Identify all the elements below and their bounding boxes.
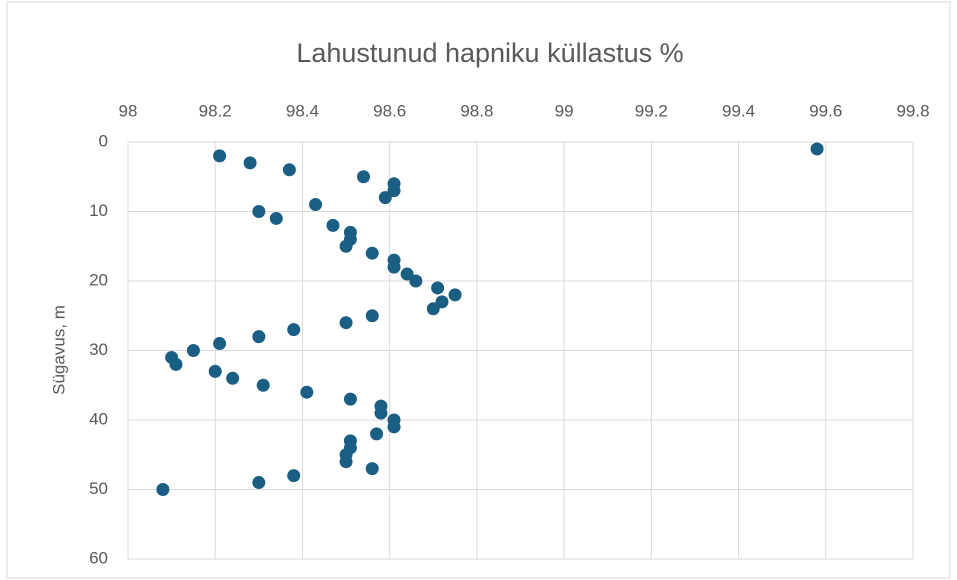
y-tick-label: 60 bbox=[89, 548, 108, 567]
y-tick-label: 0 bbox=[99, 131, 108, 150]
chart-title: Lahustunud hapniku küllastus % bbox=[296, 38, 683, 68]
point bbox=[409, 274, 423, 288]
y-tick-label: 40 bbox=[89, 409, 108, 428]
point bbox=[339, 316, 353, 330]
point bbox=[387, 184, 401, 198]
x-tick-label: 99 bbox=[555, 101, 574, 120]
x-tick-label: 98.8 bbox=[460, 101, 493, 120]
point bbox=[169, 357, 183, 371]
point bbox=[300, 385, 314, 399]
point bbox=[243, 156, 257, 170]
y-tick-label: 50 bbox=[89, 479, 108, 498]
point bbox=[252, 330, 266, 344]
point bbox=[186, 344, 200, 357]
y-tick-label: 10 bbox=[89, 201, 108, 220]
x-tick-label: 98.4 bbox=[286, 101, 319, 120]
point bbox=[426, 302, 440, 316]
point bbox=[252, 476, 266, 490]
point bbox=[365, 309, 379, 323]
point bbox=[269, 211, 283, 225]
point bbox=[326, 218, 340, 232]
y-tick-label: 30 bbox=[89, 340, 108, 359]
point bbox=[370, 427, 384, 441]
point bbox=[339, 239, 353, 253]
x-tick-label: 98.6 bbox=[373, 101, 406, 120]
point bbox=[357, 170, 370, 184]
point bbox=[256, 378, 270, 392]
point bbox=[226, 371, 240, 385]
point bbox=[374, 406, 388, 420]
point bbox=[387, 420, 401, 434]
point bbox=[365, 246, 379, 260]
x-tick-label: 99.8 bbox=[896, 101, 929, 120]
x-tick-label: 99.6 bbox=[809, 101, 842, 120]
point bbox=[213, 337, 227, 351]
point bbox=[387, 260, 401, 274]
point bbox=[287, 469, 301, 483]
point bbox=[309, 198, 323, 212]
x-tick-label: 98 bbox=[119, 101, 138, 120]
chart-frame bbox=[6, 1, 951, 579]
point bbox=[431, 281, 445, 295]
point bbox=[378, 191, 392, 205]
point bbox=[435, 295, 449, 309]
y-axis-label: Sügavus, m bbox=[49, 305, 68, 395]
y-tick-label: 20 bbox=[89, 270, 108, 289]
point bbox=[213, 149, 227, 163]
point bbox=[156, 483, 170, 496]
point bbox=[448, 288, 462, 302]
x-tick-label: 99.2 bbox=[635, 101, 668, 120]
point bbox=[365, 462, 379, 476]
point bbox=[252, 205, 266, 218]
point bbox=[343, 392, 357, 406]
point bbox=[400, 267, 414, 281]
point bbox=[810, 142, 824, 156]
point bbox=[287, 323, 301, 337]
point bbox=[282, 163, 296, 177]
x-tick-label: 98.2 bbox=[199, 101, 232, 120]
point bbox=[208, 364, 222, 378]
point bbox=[339, 455, 353, 469]
x-tick-label: 99.4 bbox=[722, 101, 755, 120]
